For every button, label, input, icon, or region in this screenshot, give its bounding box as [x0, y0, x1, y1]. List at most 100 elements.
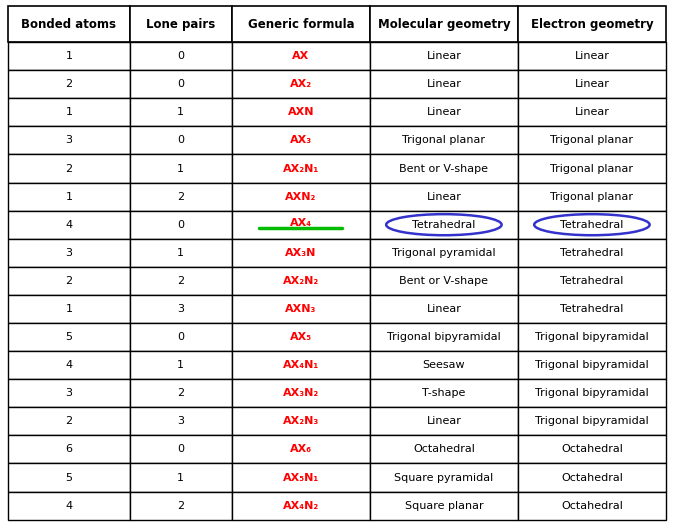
Bar [8, 351, 130, 379]
Bar [518, 436, 666, 463]
Text: Tetrahedral: Tetrahedral [560, 248, 623, 258]
Text: 2: 2 [65, 164, 73, 174]
Bar [370, 183, 518, 210]
Text: AX₅N₁: AX₅N₁ [282, 472, 319, 482]
Bar [8, 436, 130, 463]
Bar [232, 6, 370, 42]
Bar [518, 407, 666, 436]
Text: Linear: Linear [574, 107, 609, 117]
Text: 2: 2 [177, 388, 184, 398]
Bar [130, 323, 232, 351]
Bar [370, 323, 518, 351]
Text: Seesaw: Seesaw [423, 360, 465, 370]
Text: 6: 6 [65, 444, 72, 454]
Text: Linear: Linear [427, 191, 461, 201]
Bar [8, 183, 130, 210]
Bar [232, 126, 370, 155]
Bar [370, 379, 518, 407]
Bar [8, 98, 130, 126]
Bar [518, 267, 666, 295]
Text: 0: 0 [177, 332, 184, 342]
Bar [8, 155, 130, 183]
Bar [370, 492, 518, 520]
Bar [232, 239, 370, 267]
Text: 1: 1 [65, 191, 72, 201]
Bar [130, 155, 232, 183]
Text: 1: 1 [65, 304, 72, 314]
Bar [232, 407, 370, 436]
Bar [370, 70, 518, 98]
Bar [518, 98, 666, 126]
Bar [8, 6, 130, 42]
Bar [518, 463, 666, 492]
Bar [130, 210, 232, 239]
Bar [232, 155, 370, 183]
Text: 1: 1 [177, 107, 184, 117]
Text: Trigonal planar: Trigonal planar [551, 164, 634, 174]
Text: Linear: Linear [427, 51, 461, 61]
Text: 0: 0 [177, 51, 184, 61]
Text: 0: 0 [177, 79, 184, 89]
Bar [8, 267, 130, 295]
Bar [130, 463, 232, 492]
Text: Trigonal bipyramidal: Trigonal bipyramidal [387, 332, 501, 342]
Text: Lone pairs: Lone pairs [146, 18, 216, 31]
Text: Linear: Linear [427, 79, 461, 89]
Bar [130, 239, 232, 267]
Text: Square pyramidal: Square pyramidal [394, 472, 493, 482]
Bar [370, 98, 518, 126]
Text: Trigonal planar: Trigonal planar [551, 191, 634, 201]
Text: AX₂: AX₂ [290, 79, 312, 89]
Text: Octahedral: Octahedral [561, 501, 623, 511]
Text: 3: 3 [65, 135, 72, 145]
Text: Tetrahedral: Tetrahedral [412, 220, 476, 230]
Bar [8, 379, 130, 407]
Bar [8, 70, 130, 98]
Text: Trigonal bipyramidal: Trigonal bipyramidal [535, 332, 649, 342]
Text: AX₂N₁: AX₂N₁ [282, 164, 319, 174]
Bar [518, 379, 666, 407]
Bar [130, 267, 232, 295]
Text: Trigonal planar: Trigonal planar [551, 135, 634, 145]
Bar [518, 6, 666, 42]
Text: Linear: Linear [427, 107, 461, 117]
Text: Bonded atoms: Bonded atoms [22, 18, 117, 31]
Bar [518, 239, 666, 267]
Text: 2: 2 [65, 276, 73, 286]
Text: 2: 2 [177, 501, 184, 511]
Text: Tetrahedral: Tetrahedral [560, 304, 623, 314]
Text: 3: 3 [65, 388, 72, 398]
Text: T-shape: T-shape [422, 388, 466, 398]
Text: Linear: Linear [427, 417, 461, 427]
Bar [518, 126, 666, 155]
Bar [8, 323, 130, 351]
Text: 5: 5 [65, 472, 72, 482]
Text: Trigonal planar: Trigonal planar [402, 135, 485, 145]
Text: 4: 4 [65, 220, 73, 230]
Bar [518, 210, 666, 239]
Text: AX₅: AX₅ [290, 332, 312, 342]
Text: Trigonal bipyramidal: Trigonal bipyramidal [535, 417, 649, 427]
Text: AXN₃: AXN₃ [285, 304, 317, 314]
Bar [518, 155, 666, 183]
Bar [370, 210, 518, 239]
Text: AX₂N₂: AX₂N₂ [282, 276, 319, 286]
Bar [370, 267, 518, 295]
Text: Linear: Linear [427, 304, 461, 314]
Bar [130, 42, 232, 70]
Text: 4: 4 [65, 360, 73, 370]
Bar [232, 210, 370, 239]
Bar [370, 407, 518, 436]
Text: 1: 1 [177, 360, 184, 370]
Bar [232, 323, 370, 351]
Text: 1: 1 [177, 248, 184, 258]
Text: AX₄N₂: AX₄N₂ [282, 501, 319, 511]
Bar [518, 70, 666, 98]
Text: 2: 2 [177, 191, 184, 201]
Text: 1: 1 [65, 51, 72, 61]
Bar [370, 155, 518, 183]
Text: 3: 3 [65, 248, 72, 258]
Text: Bent or V-shape: Bent or V-shape [400, 164, 489, 174]
Bar [232, 492, 370, 520]
Bar [232, 183, 370, 210]
